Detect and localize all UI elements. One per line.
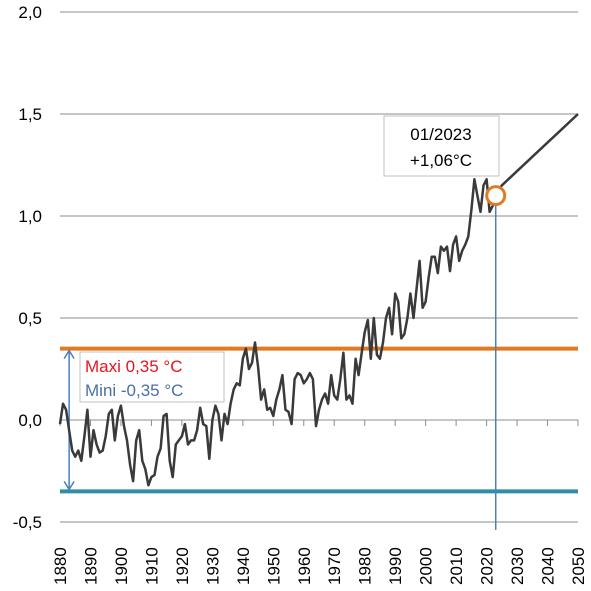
x-tick-label: 1910 [142,547,161,585]
mini-label: Mini -0,35 °C [85,381,183,400]
x-tick-label: 1890 [81,547,100,585]
callout-box-frame [383,115,500,177]
maxi-mini-box: Maxi 0,35 °C Mini -0,35 °C [79,351,225,403]
range-arrow-head-down [63,481,75,491]
series-layer [58,113,579,487]
x-tick-label: 1950 [264,547,283,585]
callout-date: 01/2023 [410,125,471,144]
x-tick-label: 1930 [203,547,222,585]
x-tick-label: 2000 [417,547,436,585]
callout-value: +1,06°C [410,151,472,170]
reference-lines [60,346,578,494]
y-tick-label: 1,0 [18,207,42,226]
callout-box: 01/2023 +1,06°C [383,115,500,177]
y-tick-label: 0,5 [18,309,42,328]
x-tick-label: 2050 [569,547,588,585]
highlight-circle [485,185,507,207]
maxi-label: Maxi 0,35 °C [85,357,183,376]
x-tick-label: 1970 [325,547,344,585]
x-axis [59,419,579,426]
y-tick-label: -0,5 [13,513,42,532]
x-tick-label: 1960 [295,547,314,585]
gridlines [60,11,578,523]
x-tick-label: 2020 [478,547,497,585]
x-tick-label: 2010 [447,547,466,585]
range-arrow-head-up [63,349,75,359]
x-tick-label: 1900 [112,547,131,585]
range-arrow [63,349,75,491]
x-tick-label: 1920 [173,547,192,585]
x-axis-tick-labels: 1880 1890 1900 1910 1920 1930 1940 1950 1960 1970… [51,547,588,585]
y-tick-label: 1,5 [18,105,42,124]
x-tick-label: 1940 [234,547,253,585]
maxi-mini-box-frame [79,351,225,403]
y-tick-label: 2,0 [18,3,42,22]
y-tick-label: 0,0 [18,411,42,430]
x-tick-label: 2040 [539,547,558,585]
x-tick-label: 2030 [508,547,527,585]
x-tick-label: 1990 [386,547,405,585]
x-tick-label: 1880 [51,547,70,585]
highlight-marker [485,185,507,207]
series-line [58,113,579,487]
x-tick-label: 1980 [356,547,375,585]
y-axis-tick-labels: -0,5 0,0 0,5 1,0 1,5 2,0 [13,3,42,532]
